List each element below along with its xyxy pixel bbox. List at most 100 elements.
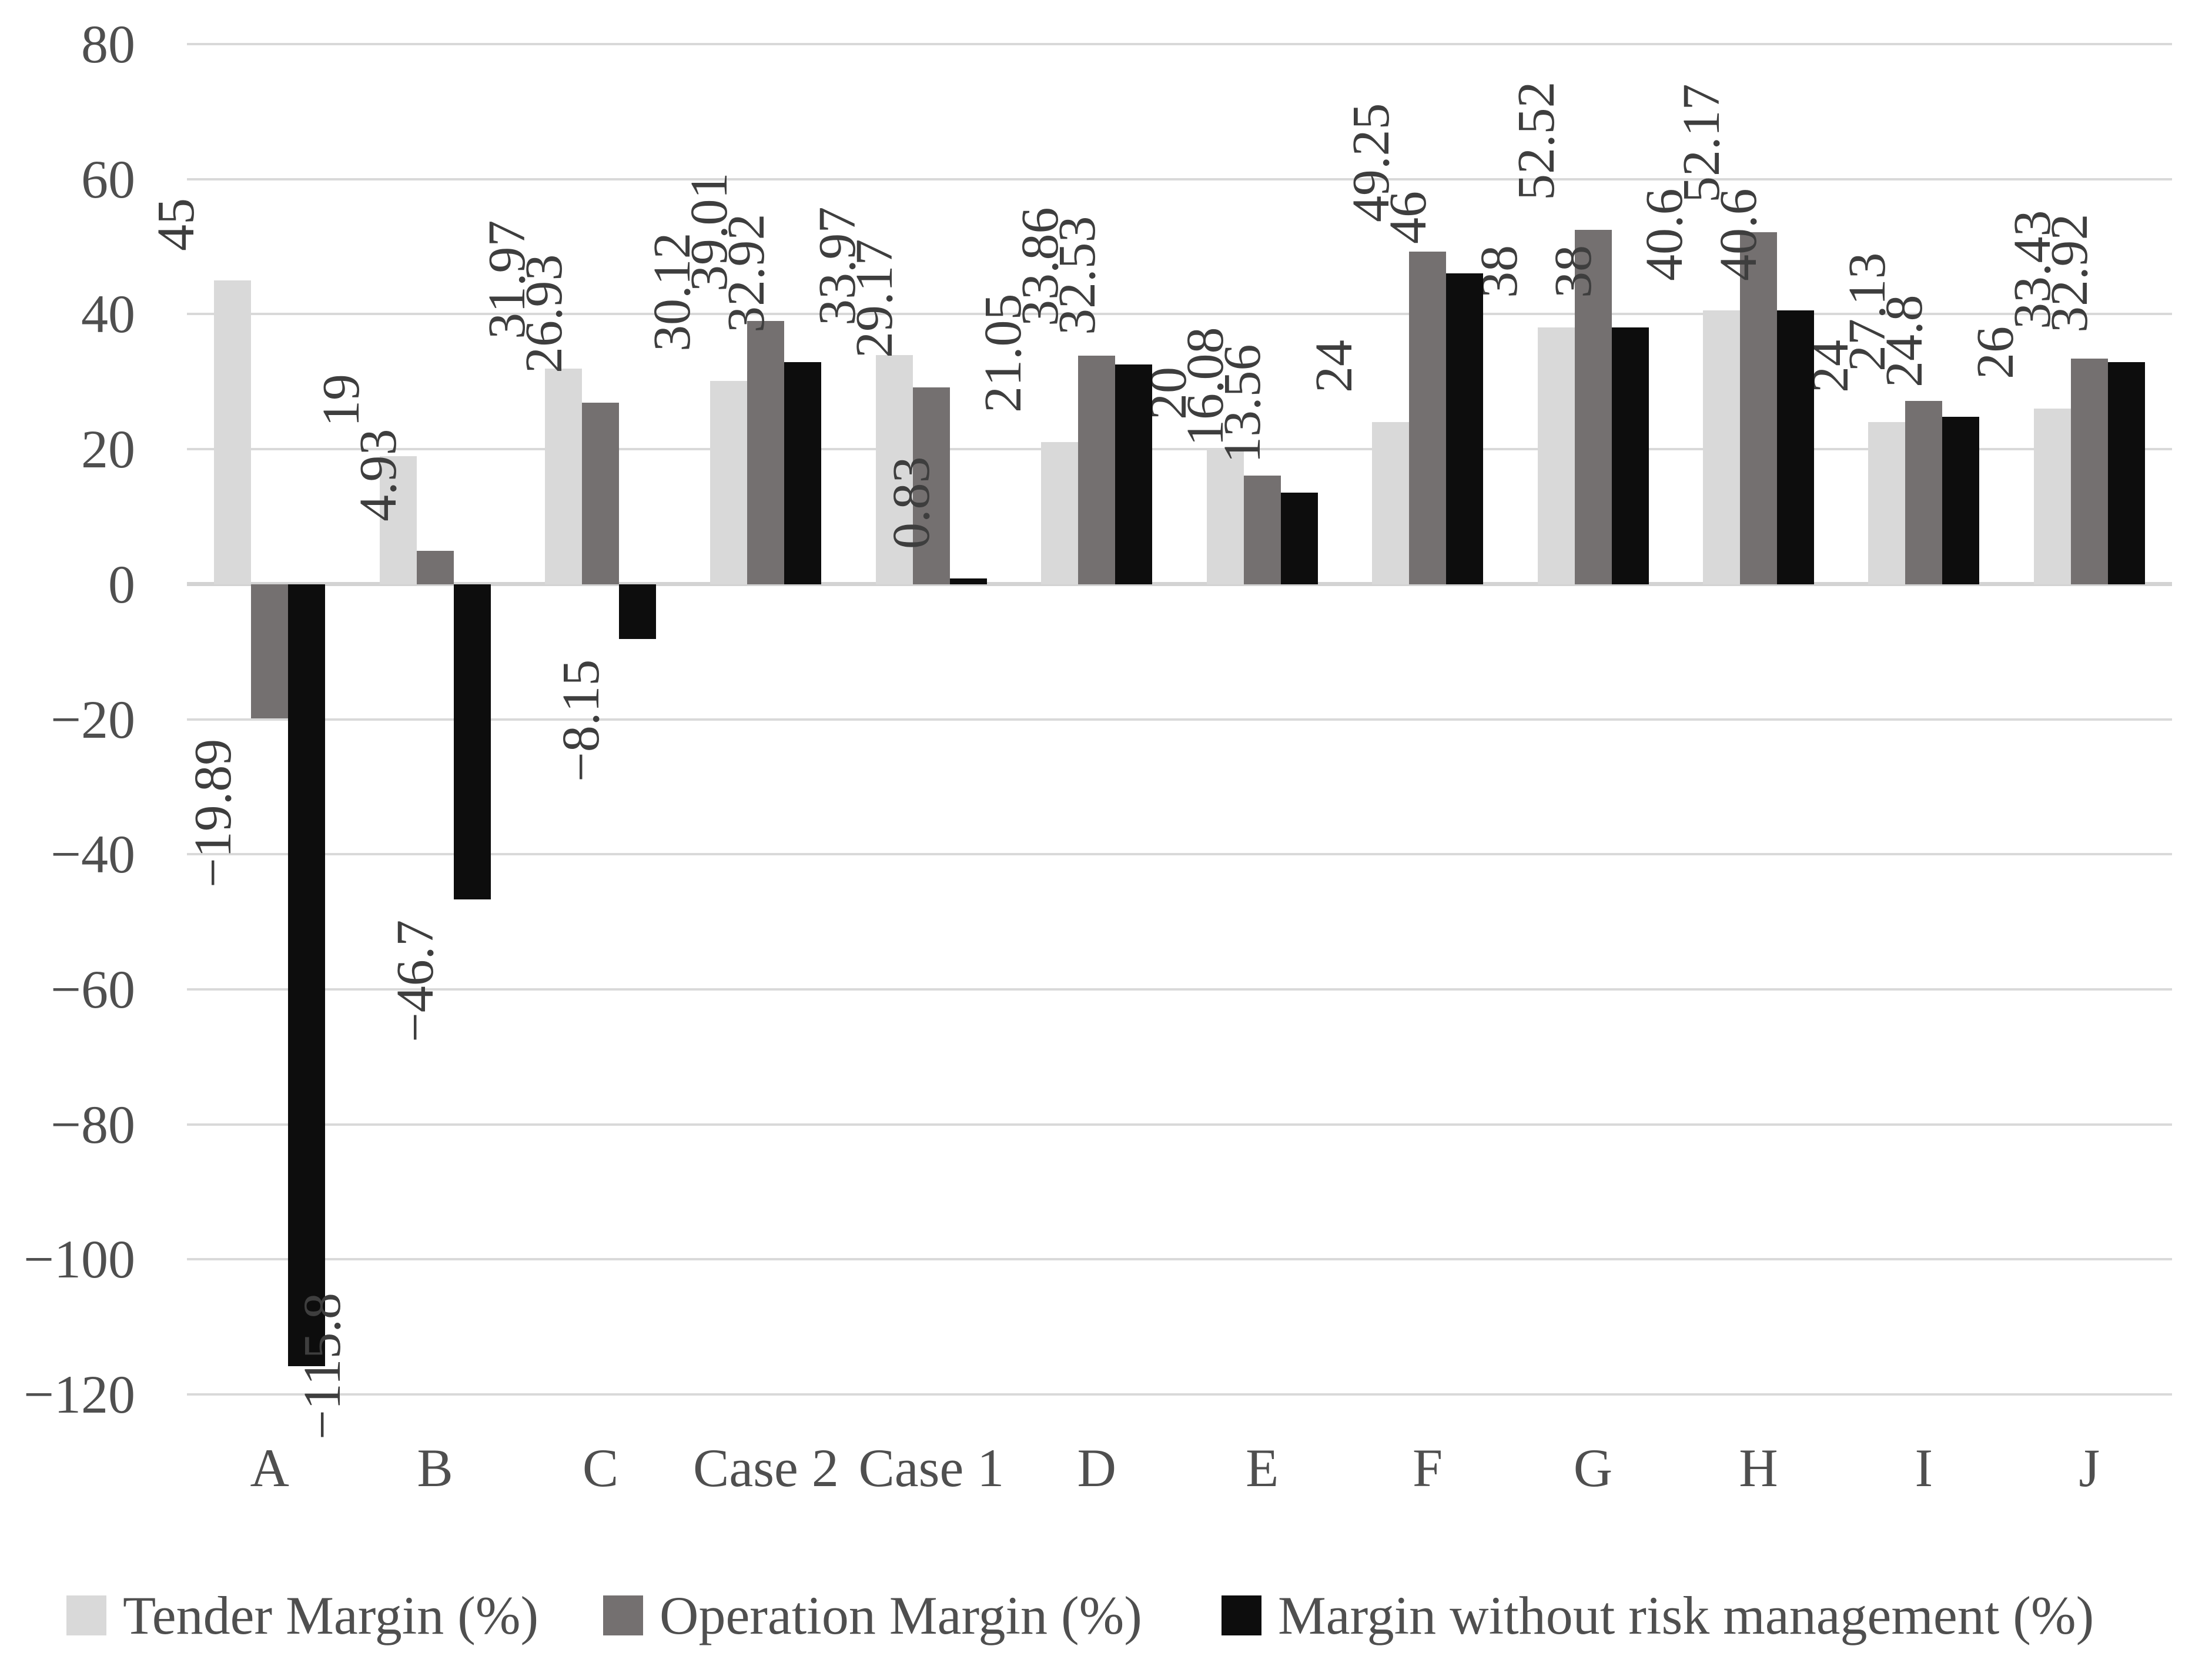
value-label: 40.6 bbox=[1709, 188, 1768, 281]
legend-swatch-icon bbox=[66, 1595, 106, 1635]
value-label: 19 bbox=[312, 373, 371, 427]
value-label: 26.93 bbox=[514, 254, 573, 373]
bar-margin-without-risk-management-g bbox=[1611, 327, 1649, 584]
y-tick-label: 20 bbox=[81, 419, 135, 480]
bar-operation-margin-case-1 bbox=[912, 387, 950, 584]
bar-operation-margin-j bbox=[2070, 358, 2108, 584]
y-tick-label: −100 bbox=[24, 1229, 135, 1290]
value-label: 24.8 bbox=[1875, 295, 1933, 387]
y-tick-label: −80 bbox=[51, 1094, 135, 1155]
bar-operation-margin-h bbox=[1739, 232, 1777, 584]
gridline bbox=[187, 1393, 2172, 1396]
bar-margin-without-risk-management-j bbox=[2107, 362, 2145, 584]
gridline bbox=[187, 1123, 2172, 1126]
value-label: 32.92 bbox=[2040, 213, 2099, 333]
bar-margin-without-risk-management-d bbox=[1115, 364, 1153, 584]
bar-tender-margin-g bbox=[1537, 327, 1575, 584]
value-label: 52.52 bbox=[1507, 81, 1566, 200]
value-label: −115.8 bbox=[293, 1292, 352, 1440]
value-label: 24 bbox=[1304, 340, 1363, 393]
value-label: 0.83 bbox=[882, 456, 941, 550]
x-category-label-a: A bbox=[250, 1438, 289, 1498]
bar-margin-without-risk-management-case-2 bbox=[784, 362, 822, 584]
bar-tender-margin-c bbox=[545, 368, 583, 584]
x-category-label-f: F bbox=[1413, 1438, 1443, 1498]
legend-item: Tender Margin (%) bbox=[66, 1580, 538, 1651]
y-tick-label: −40 bbox=[51, 824, 135, 885]
bar-tender-margin-j bbox=[2033, 409, 2071, 584]
value-label: 32.53 bbox=[1048, 216, 1106, 336]
y-tick-label: −20 bbox=[51, 689, 135, 750]
x-category-label-h: H bbox=[1739, 1438, 1778, 1498]
bar-tender-margin-case-2 bbox=[710, 380, 748, 584]
legend: Tender Margin (%) Operation Margin (%) Mar… bbox=[0, 1580, 2212, 1651]
bar-operation-margin-c bbox=[582, 402, 620, 584]
bar-tender-margin-h bbox=[1702, 310, 1740, 584]
legend-label: Margin without risk management (%) bbox=[1278, 1585, 2094, 1645]
value-label: 4.93 bbox=[349, 429, 408, 522]
bar-tender-margin-a bbox=[214, 280, 252, 584]
y-tick-label: 60 bbox=[81, 149, 135, 209]
plot-area: 45 19 31.97 30.12 33.97 21.05 20 24 38 40.6 24 26 −1… bbox=[147, 43, 2172, 1440]
bar-margin-without-risk-management-h bbox=[1776, 310, 1814, 584]
value-label: 29.17 bbox=[845, 239, 904, 358]
x-category-label-case-2: Case 2 bbox=[693, 1438, 839, 1498]
bar-margin-without-risk-management-i bbox=[1942, 416, 1980, 584]
value-label: 32.92 bbox=[717, 213, 775, 333]
value-label: −19.89 bbox=[183, 738, 242, 888]
bar-margin-without-risk-management-a bbox=[288, 584, 326, 1366]
y-tick-label: 40 bbox=[81, 284, 135, 344]
bar-operation-margin-e bbox=[1243, 476, 1281, 584]
value-label: 52.17 bbox=[1672, 83, 1731, 203]
bar-tender-margin-e bbox=[1206, 449, 1244, 584]
gridline bbox=[187, 313, 2172, 316]
bar-tender-margin-f bbox=[1372, 422, 1410, 584]
gridline bbox=[187, 178, 2172, 180]
bar-operation-margin-b bbox=[416, 551, 454, 584]
bar-operation-margin-g bbox=[1574, 229, 1612, 584]
legend-item: Margin without risk management (%) bbox=[1222, 1580, 2094, 1651]
legend-label: Tender Margin (%) bbox=[123, 1585, 539, 1645]
y-tick-label: −120 bbox=[24, 1364, 135, 1424]
bar-tender-margin-d bbox=[1041, 442, 1079, 584]
legend-item: Operation Margin (%) bbox=[603, 1580, 1142, 1651]
bar-margin-without-risk-management-e bbox=[1280, 493, 1318, 584]
x-category-label-c: C bbox=[582, 1438, 619, 1498]
legend-swatch-icon bbox=[1222, 1595, 1261, 1635]
legend-label: Operation Margin (%) bbox=[660, 1585, 1142, 1645]
value-label: 38 bbox=[1544, 245, 1603, 299]
zero-axis-line bbox=[187, 582, 2172, 587]
bar-operation-margin-case-2 bbox=[747, 320, 785, 584]
bar-margin-without-risk-management-b bbox=[453, 584, 491, 900]
x-category-label-case-1: Case 1 bbox=[858, 1438, 1005, 1498]
bar-operation-margin-i bbox=[1905, 401, 1943, 584]
y-axis-tick-labels: 80 60 40 20 0 −20 −40 −60 −80 −100 −120 bbox=[0, 0, 135, 1656]
x-category-label-j: J bbox=[2079, 1438, 2100, 1498]
y-tick-label: −60 bbox=[51, 959, 135, 1019]
x-category-label-i: I bbox=[1915, 1438, 1933, 1498]
gridline bbox=[187, 1258, 2172, 1261]
bar-tender-margin-i bbox=[1868, 422, 1906, 584]
x-category-label-d: D bbox=[1077, 1438, 1116, 1498]
bar-margin-without-risk-management-case-1 bbox=[949, 578, 987, 584]
y-tick-label: 80 bbox=[81, 14, 135, 74]
gridline bbox=[187, 988, 2172, 991]
value-label: 13.56 bbox=[1213, 344, 1272, 464]
value-label: 46 bbox=[1378, 191, 1437, 245]
bar-tender-margin-b bbox=[379, 456, 417, 584]
legend-swatch-icon bbox=[603, 1595, 643, 1635]
value-label: 26 bbox=[1966, 326, 2025, 380]
value-label: −8.15 bbox=[551, 660, 610, 782]
bar-operation-margin-d bbox=[1078, 355, 1116, 584]
gridline bbox=[187, 43, 2172, 45]
gridline bbox=[187, 718, 2172, 721]
x-axis-category-labels: A B C Case 2 Case 1 D E F G H I J bbox=[187, 1438, 2172, 1509]
bar-operation-margin-a bbox=[251, 584, 289, 719]
x-category-label-b: B bbox=[417, 1438, 453, 1498]
gridline bbox=[187, 448, 2172, 451]
bar-tender-margin-case-1 bbox=[875, 354, 913, 584]
gridline bbox=[187, 853, 2172, 856]
bar-margin-without-risk-management-f bbox=[1446, 273, 1484, 584]
value-label: 45 bbox=[146, 198, 205, 251]
